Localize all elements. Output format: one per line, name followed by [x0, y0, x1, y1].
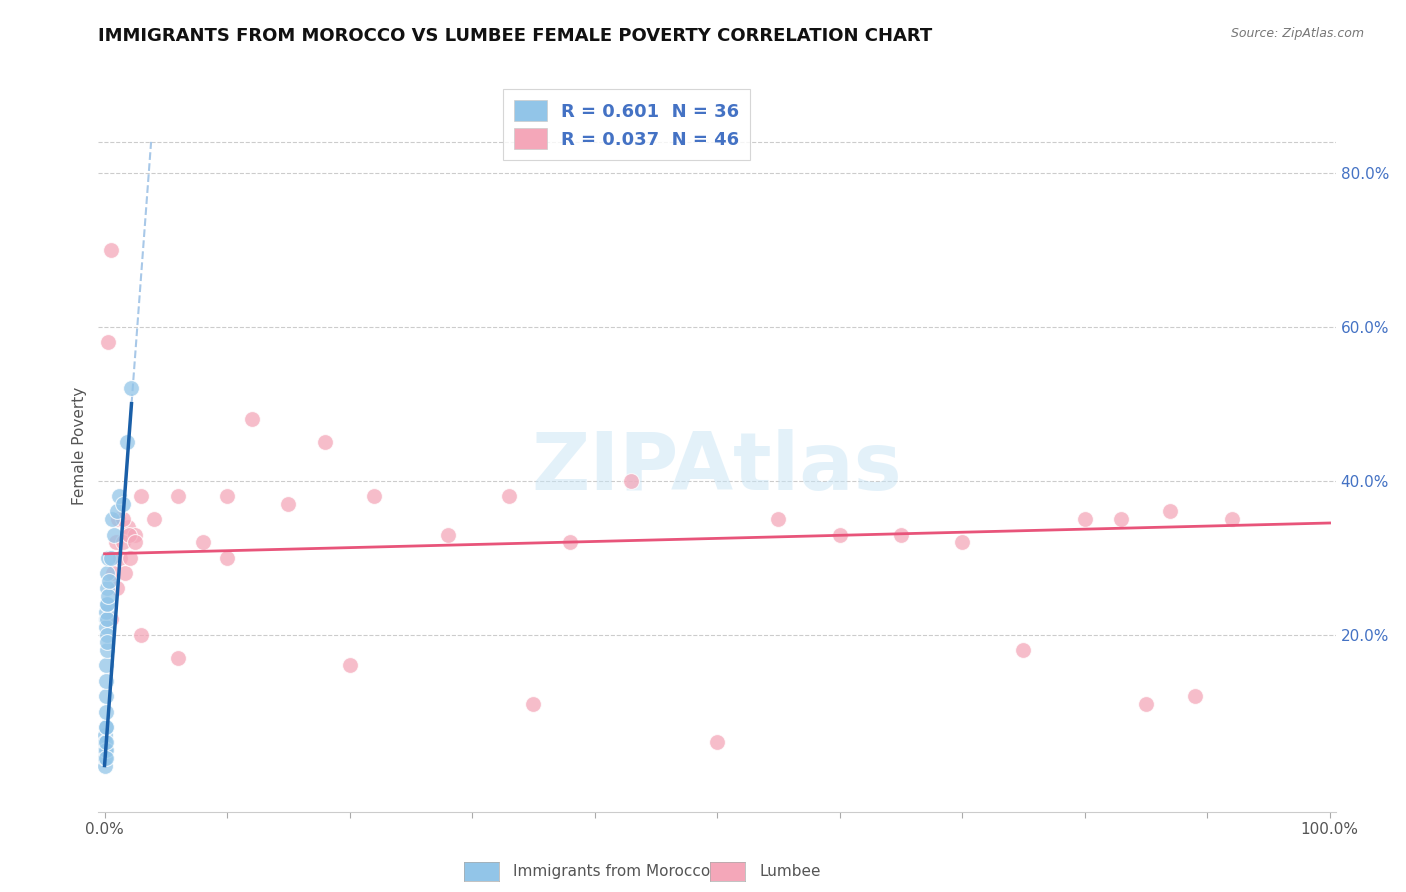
Point	[768, 512, 790, 526]
Point	[110, 550, 132, 565]
Point	[105, 582, 128, 596]
Point	[339, 658, 361, 673]
Point	[94, 728, 117, 742]
Point	[94, 735, 117, 749]
Point	[100, 243, 122, 257]
Point	[108, 489, 131, 503]
Point	[436, 527, 458, 541]
Point	[142, 512, 165, 526]
Text: ZIPAtlas: ZIPAtlas	[531, 429, 903, 507]
Point	[114, 566, 136, 580]
Point	[558, 535, 581, 549]
Point	[98, 574, 121, 588]
Point	[522, 697, 544, 711]
Point	[828, 527, 851, 541]
Point	[1184, 690, 1206, 704]
Point	[950, 535, 973, 549]
Point	[115, 435, 138, 450]
Point	[314, 435, 336, 450]
Point	[706, 735, 728, 749]
Point	[117, 520, 139, 534]
Point	[121, 381, 143, 395]
Point	[1012, 643, 1035, 657]
Point	[890, 527, 912, 541]
Point	[94, 673, 117, 688]
Point	[111, 497, 134, 511]
Text: IMMIGRANTS FROM MOROCCO VS LUMBEE FEMALE POVERTY CORRELATION CHART: IMMIGRANTS FROM MOROCCO VS LUMBEE FEMALE…	[98, 27, 932, 45]
Point	[96, 582, 118, 596]
Point	[215, 550, 238, 565]
Point	[167, 489, 190, 503]
Point	[97, 550, 120, 565]
Point	[1159, 504, 1181, 518]
Point	[96, 658, 118, 673]
Point	[107, 512, 129, 526]
Point	[120, 550, 142, 565]
Point	[100, 612, 122, 626]
Point	[100, 550, 122, 565]
Point	[191, 535, 214, 549]
Point	[103, 527, 125, 541]
Point	[124, 527, 146, 541]
Point	[104, 535, 127, 549]
Point	[1073, 512, 1095, 526]
Point	[94, 620, 117, 634]
Point	[94, 758, 117, 772]
Point	[129, 627, 152, 641]
Point	[101, 566, 124, 580]
Point	[124, 535, 146, 549]
Point	[111, 512, 134, 526]
Point	[94, 743, 117, 757]
Text: Lumbee: Lumbee	[759, 864, 821, 879]
Point	[94, 612, 117, 626]
Text: Immigrants from Morocco: Immigrants from Morocco	[513, 864, 710, 879]
Point	[96, 597, 118, 611]
Point	[96, 597, 118, 611]
Point	[96, 566, 118, 580]
Point	[101, 512, 124, 526]
Point	[96, 635, 118, 649]
Point	[1220, 512, 1243, 526]
Point	[94, 743, 117, 757]
Text: Source: ZipAtlas.com: Source: ZipAtlas.com	[1230, 27, 1364, 40]
Point	[96, 605, 118, 619]
Point	[96, 612, 118, 626]
Point	[96, 627, 118, 641]
Point	[94, 735, 117, 749]
Point	[94, 751, 117, 765]
Point	[118, 527, 141, 541]
Point	[105, 504, 128, 518]
Point	[277, 497, 299, 511]
Point	[94, 720, 117, 734]
Point	[94, 751, 117, 765]
Point	[129, 489, 152, 503]
Point	[94, 720, 117, 734]
Point	[215, 489, 238, 503]
Y-axis label: Female Poverty: Female Poverty	[72, 387, 87, 505]
Point	[97, 334, 120, 349]
Point	[1111, 512, 1133, 526]
Point	[94, 705, 117, 719]
Point	[111, 535, 134, 549]
Point	[97, 589, 120, 603]
Point	[1135, 697, 1157, 711]
Point	[240, 412, 263, 426]
Point	[620, 474, 643, 488]
Point	[167, 650, 190, 665]
Point	[363, 489, 385, 503]
Point	[498, 489, 520, 503]
Point	[96, 643, 118, 657]
Legend: R = 0.601  N = 36, R = 0.037  N = 46: R = 0.601 N = 36, R = 0.037 N = 46	[503, 89, 751, 160]
Point	[94, 690, 117, 704]
